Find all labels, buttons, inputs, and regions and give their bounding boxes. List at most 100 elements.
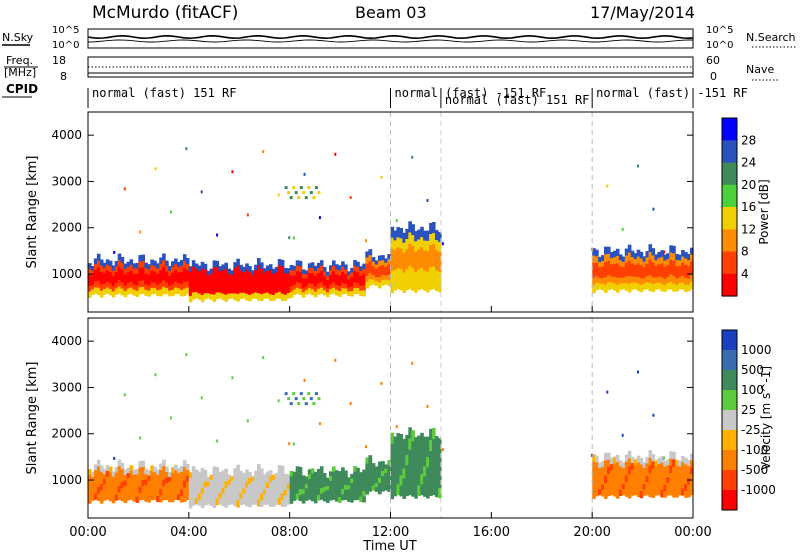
scatter-cell	[304, 282, 309, 287]
scatter-cell	[182, 274, 187, 283]
scatter-cell	[633, 265, 638, 272]
scatter-cell	[304, 286, 309, 291]
scatter-cell	[236, 258, 240, 267]
scatter-cell	[274, 478, 279, 484]
scatter-cell	[663, 254, 667, 262]
scatter-cell	[326, 292, 330, 298]
scatter-cell	[117, 466, 122, 474]
scatter-cell	[295, 287, 300, 294]
scatter-cell	[432, 428, 436, 440]
scatter-cell	[156, 480, 160, 486]
scatter-cell	[310, 484, 315, 491]
scatter-cell	[230, 293, 234, 299]
scatter-cell	[435, 446, 439, 457]
scatter-cell	[242, 282, 246, 289]
scatter-cell	[245, 487, 249, 495]
scatter-cell	[598, 478, 602, 485]
scatter-cell	[642, 462, 647, 469]
scatter-cell	[88, 469, 92, 476]
scatter-cell	[194, 475, 199, 482]
scatter-cell	[672, 275, 676, 284]
scatter-cell	[245, 481, 249, 489]
scatter-cell	[120, 282, 125, 290]
scatter-cell	[408, 438, 412, 451]
scatter-cell	[381, 466, 385, 472]
scatter-cell	[138, 261, 142, 269]
scatter-cell	[687, 278, 691, 286]
scatter-cell	[206, 499, 211, 505]
scatter-cell	[408, 427, 412, 440]
scatter-cell	[687, 472, 691, 479]
scatter-cell	[690, 275, 694, 283]
scatter-cell	[271, 501, 276, 507]
scatter-region	[188, 464, 291, 509]
scatter-cell	[165, 466, 169, 473]
scatter-cell	[420, 226, 424, 238]
scatter-cell	[135, 279, 140, 286]
scatter-cell	[102, 479, 107, 485]
scatter-cell	[319, 466, 324, 473]
scatter-cell	[615, 462, 620, 470]
scatter-cell	[630, 257, 635, 265]
scatter-cell	[595, 455, 599, 463]
scatter-cell	[326, 284, 330, 289]
scatter-speck	[663, 250, 665, 254]
scatter-cell	[286, 499, 291, 505]
scatter-cell	[144, 289, 148, 296]
scatter-cell	[338, 275, 342, 282]
scatter-cell	[88, 274, 92, 281]
scatter-cell	[624, 255, 629, 263]
scatter-cell	[91, 266, 95, 272]
scatter-cell	[687, 260, 691, 267]
scatter-cell	[93, 275, 98, 283]
scatter-cell	[212, 466, 217, 474]
scatter-cell	[432, 483, 436, 496]
scatter-cell	[335, 490, 339, 497]
scatter-cell	[660, 263, 664, 272]
scatter-cell	[595, 263, 599, 271]
scatter-cell	[295, 471, 300, 478]
scatter-cell	[102, 494, 107, 501]
scatter-cell	[268, 500, 273, 507]
scatter-cell	[286, 283, 291, 289]
scatter-cell	[301, 287, 306, 293]
scatter-cell	[636, 482, 641, 491]
scatter-cell	[633, 471, 638, 478]
scatter-cell	[123, 285, 128, 292]
x-tick-label: 08:00	[271, 525, 308, 540]
scatter-cell	[387, 259, 392, 266]
scatter-cell	[292, 392, 296, 396]
scatter-cell	[295, 282, 300, 289]
scatter-cell	[684, 490, 688, 498]
scatter-cell	[426, 467, 430, 478]
scatter-cell	[645, 269, 650, 277]
scatter-cell	[120, 256, 125, 264]
scatter-cell	[88, 491, 92, 499]
scatter-cell	[268, 482, 273, 489]
scatter-cell	[402, 488, 406, 499]
scatter-cell	[312, 402, 316, 406]
scatter-cell	[218, 482, 223, 489]
scatter-cell	[268, 476, 273, 483]
scatter-cell	[604, 475, 608, 484]
scatter-cell	[329, 279, 333, 285]
scatter-cell	[283, 484, 288, 491]
scatter-cell	[642, 272, 647, 279]
scatter-cell	[350, 281, 354, 288]
scatter-cell	[283, 495, 288, 502]
scatter-cell	[678, 271, 682, 278]
scatter-cell	[690, 467, 694, 475]
scatter-cell	[681, 269, 685, 277]
scatter-cell	[257, 286, 261, 294]
scatter-cell	[248, 294, 252, 302]
scatter-cell	[633, 476, 638, 484]
scatter-cell	[371, 476, 376, 482]
scatter-cell	[182, 494, 187, 502]
scatter-cell	[162, 266, 166, 275]
scatter-cell	[387, 470, 392, 477]
scatter-cell	[396, 484, 400, 496]
scatter-cell	[165, 494, 169, 501]
scatter-cell	[313, 497, 318, 504]
scatter-cell	[610, 482, 614, 490]
scatter-speck	[185, 353, 188, 357]
